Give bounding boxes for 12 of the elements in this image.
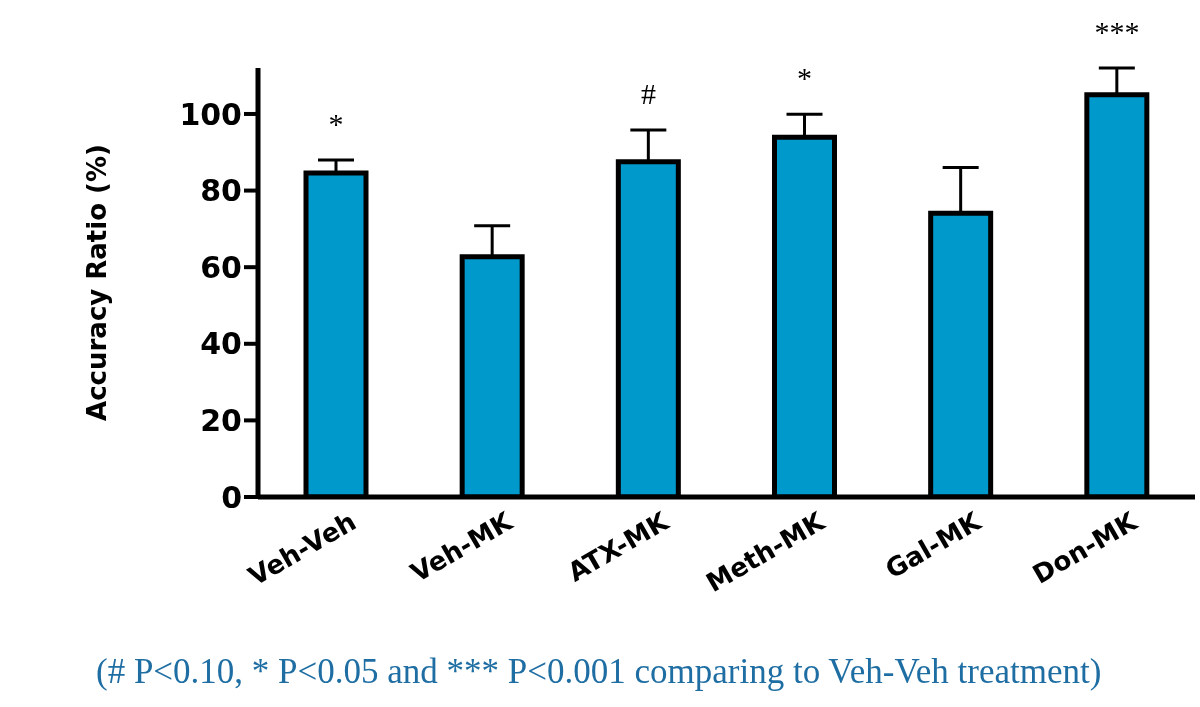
annotation: # [640,77,656,111]
y-tick-label: 0 [221,479,242,515]
y-tick-label: 20 [200,403,242,439]
annotation: *** [1094,15,1140,48]
y-tick-label: 60 [200,249,242,285]
y-axis-title: Accuracy Ratio (%) [82,144,113,421]
text: (# P<0.10, * P<0.05 and *** P<0.001 comparing to Veh-Veh treatment) [96,652,1102,692]
annotation: * [328,106,344,140]
y-tick-label: 80 [200,173,242,209]
y-tick-label: 40 [200,326,242,362]
annotation: * [797,61,813,95]
y-tick-label: 100 [179,96,242,132]
